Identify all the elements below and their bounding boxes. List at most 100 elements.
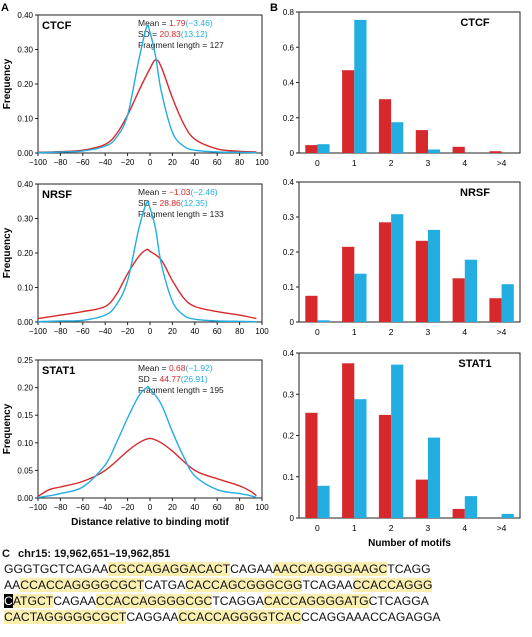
bar-blue [501, 284, 514, 322]
y-tick-label: 0.3 [283, 390, 295, 399]
sequence-segment: TCAGG [387, 562, 431, 576]
x-tick-label: 40 [190, 327, 199, 336]
y-axis-label: Frequency [2, 403, 13, 454]
x-tick-label: −80 [54, 327, 68, 336]
motif-highlight: CCACCAGGGGCGCT [20, 578, 145, 592]
bar-blue [501, 513, 514, 518]
stats-mean-blue: (−2.46) [190, 187, 217, 197]
stats-sd-blue: (13.12) [181, 29, 208, 39]
bar-red [415, 479, 428, 518]
bar-blue [391, 122, 404, 153]
motif-highlight: CACCAGCGGGCGG [185, 578, 303, 592]
motif-highlight: ATGCT [12, 594, 54, 608]
x-tick-label: 40 [190, 503, 199, 512]
sequence-segment: CTCAGGA [368, 594, 429, 608]
y-tick-label: 0.2 [283, 114, 295, 123]
x-tick-label: 80 [235, 327, 244, 336]
stats-mean-red: −1.03 [169, 187, 191, 197]
stats-mean-blue: (−1.92) [186, 363, 213, 373]
bar-blue [391, 364, 404, 518]
sequence-segment: CAGGAA [126, 610, 179, 624]
x-tick-label: −80 [54, 503, 68, 512]
y-tick-label: 0.00 [17, 494, 33, 503]
y-tick-label: 0.15 [17, 411, 33, 420]
stats-line: SD = 44.77(26.91) [138, 374, 208, 384]
stats-frag-label: Fragment length = [138, 209, 210, 219]
x-tick-label: −40 [98, 158, 112, 167]
bar-blue [354, 19, 367, 154]
y-tick-label: 0.10 [17, 284, 33, 293]
stats-sd-blue: (26.91) [181, 374, 208, 384]
y-tick-label: 0.00 [17, 149, 33, 158]
plot-frame [298, 11, 521, 154]
motif-highlight: CCACCAGGGGCGC [95, 594, 213, 608]
x-tick-label: 0 [315, 327, 320, 337]
bar-blue [317, 485, 330, 518]
x-tick-label: 4 [462, 158, 467, 168]
plot-frame [298, 181, 521, 323]
x-tick-label: −100 [29, 327, 48, 336]
x-tick-label: 1 [352, 523, 357, 533]
bar-red [415, 240, 428, 322]
stats-line: SD = 20.83(13.12) [138, 29, 208, 39]
y-tick-label: 0.8 [283, 8, 295, 17]
y-tick-label: 0.2 [283, 432, 295, 441]
y-tick-label: 0.05 [17, 466, 33, 475]
y-tick-label: 0.3 [283, 213, 295, 222]
stats-sd-label: SD = [138, 29, 160, 39]
stats-mean-red: 0.68 [169, 363, 186, 373]
x-tick-label: 3 [426, 523, 431, 533]
bar-blue [391, 214, 404, 322]
sequence-segment: TCAGAA [302, 578, 353, 592]
x-tick-label: −60 [76, 158, 90, 167]
y-tick-label: 0.25 [17, 356, 33, 365]
series-line-blue [37, 385, 257, 499]
x-tick-label: 0 [315, 523, 320, 533]
stats-sd-label: SD = [138, 374, 160, 384]
x-tick-label: 100 [255, 158, 269, 167]
x-tick-label: 100 [255, 503, 269, 512]
bar-blue [354, 399, 367, 518]
stats-mean-blue: (−3.46) [186, 18, 213, 28]
x-tick-label: 2 [389, 327, 394, 337]
x-axis-label: Distance relative to binding motif [71, 517, 229, 528]
y-tick-label: 0.2 [283, 248, 295, 257]
chart-title: CTCF [460, 17, 490, 29]
series-line-red [37, 437, 257, 497]
x-tick-label: 0 [148, 158, 153, 167]
x-tick-label: 80 [235, 503, 244, 512]
stats-mean-label: Mean = [138, 363, 169, 373]
sequence-segment: TCAGGA [212, 594, 264, 608]
x-tick-label: 100 [255, 327, 269, 336]
y-tick-label: 0.20 [17, 249, 33, 258]
stats-frag-label: Fragment length = [138, 40, 210, 50]
motif-highlight: CCACCAGGGGTCAC [178, 610, 302, 624]
x-tick-label: 60 [213, 327, 222, 336]
motif-center-base: C [4, 594, 13, 608]
x-tick-label: 20 [168, 327, 177, 336]
x-tick-label: −60 [76, 327, 90, 336]
sequence-line: GGGTGCTCAGAACGCCAGAGGACACTCAGAAAACCAGGGG… [4, 562, 431, 577]
chart-title: STAT1 [42, 365, 75, 377]
sequence-segment: GGGTGCTCAGAA [4, 562, 109, 576]
bar-blue [317, 144, 330, 153]
motif-highlight: CCACCAGGG [352, 578, 433, 592]
x-tick-label: 3 [426, 327, 431, 337]
x-tick-label: −40 [98, 503, 112, 512]
y-tick-label: 0.00 [17, 318, 33, 327]
chart-title: STAT1 [458, 358, 491, 370]
chart-title: NRSF [460, 187, 490, 199]
y-tick-label: 0 [290, 514, 295, 523]
x-tick-label: −100 [29, 158, 48, 167]
y-tick-label: 0.10 [17, 439, 33, 448]
y-tick-label: 0.20 [17, 384, 33, 393]
stats-mean-label: Mean = [138, 18, 169, 28]
x-tick-label: 0 [148, 327, 153, 336]
bar-red [489, 151, 502, 153]
x-tick-label: −100 [29, 503, 48, 512]
stats-line: Mean = 1.79(−3.46) [138, 18, 213, 28]
sequence-line: AACCACCAGGGGCGCTCATGACACCAGCGGGCGGTCAGAA… [4, 578, 433, 593]
motif-highlight: AACCAGGGGAAGC [272, 562, 388, 576]
y-tick-label: 0 [290, 149, 295, 158]
